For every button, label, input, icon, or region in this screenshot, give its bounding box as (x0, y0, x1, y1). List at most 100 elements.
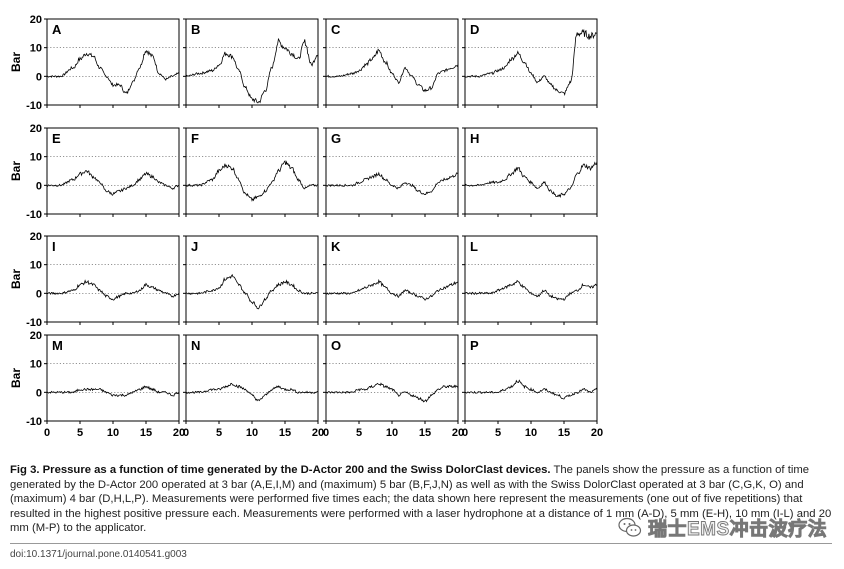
signal-trace (464, 28, 598, 97)
panel-frame (46, 127, 180, 215)
panel-c: C (323, 18, 459, 108)
y-tick-label: -10 (26, 100, 42, 112)
y-axis-label: Bar (9, 269, 23, 289)
signal-trace (325, 278, 459, 301)
x-tick-label: 5 (356, 427, 362, 439)
panel-frame (325, 127, 459, 215)
panel-letter: P (470, 338, 479, 353)
panel-frame (46, 18, 180, 106)
panel-g: G (323, 127, 459, 217)
panel-b: B (183, 18, 319, 108)
x-tick-label: 0 (44, 427, 50, 439)
y-tick-label: 0 (36, 288, 42, 300)
panel-letter: C (331, 22, 341, 37)
y-tick-label: 20 (30, 330, 42, 342)
panel-k: K (323, 235, 459, 325)
panel-frame (46, 334, 180, 422)
panel-letter: J (191, 239, 198, 254)
panel-frame (185, 334, 319, 422)
x-tick-label: 5 (216, 427, 222, 439)
x-tick-label: 5 (77, 427, 83, 439)
y-axis-label: Bar (9, 52, 23, 72)
signal-trace (185, 37, 319, 104)
panel-e: E 20 10 0 -10 Bar (9, 123, 180, 221)
signal-trace (185, 160, 319, 202)
y-tick-label: 10 (30, 43, 42, 55)
doi-text: doi:10.1371/journal.pone.0140541.g003 (10, 549, 187, 560)
signal-trace (46, 279, 180, 301)
x-tick-label: 20 (312, 427, 324, 439)
signal-trace (185, 273, 319, 310)
x-tick-label: 0 (323, 427, 329, 439)
figure-caption: Fig 3. Pressure as a function of time ge… (10, 463, 832, 536)
panel-letter: O (331, 338, 341, 353)
signal-trace (464, 161, 598, 198)
panel-i: I 20 10 0 -10 Bar (9, 231, 180, 329)
panel-frame (185, 235, 319, 323)
watermark: 瑞士EMS冲击波疗法 (618, 514, 827, 541)
signal-trace (325, 382, 459, 403)
signal-trace (46, 169, 180, 196)
x-tick-label: 20 (173, 427, 185, 439)
caption-divider (10, 543, 832, 544)
signal-trace (46, 50, 180, 95)
panel-l: L (462, 235, 598, 325)
panel-letter: E (52, 131, 61, 146)
caption-text: The panels show the pressure as a functi… (10, 464, 832, 535)
x-tick-label: 10 (386, 427, 398, 439)
panel-frame (464, 235, 598, 323)
panel-letter: B (191, 22, 200, 37)
y-tick-label: 20 (30, 14, 42, 26)
panel-frame (46, 235, 180, 323)
x-tick-label: 0 (183, 427, 189, 439)
panel-p: P 0 5 10 15 20 µs (462, 334, 603, 445)
y-tick-label: 0 (36, 71, 42, 83)
x-tick-label: 20 (452, 427, 464, 439)
signal-trace (325, 171, 459, 196)
x-tick-label: 15 (558, 427, 570, 439)
panel-letter: H (470, 131, 479, 146)
panel-h: H (462, 127, 598, 217)
panel-letter: G (331, 131, 341, 146)
panel-letter: F (191, 131, 199, 146)
y-axis-label: Bar (9, 368, 23, 388)
x-tick-label: 10 (246, 427, 258, 439)
panel-letter: L (470, 239, 478, 254)
panel-frame (185, 18, 319, 106)
y-tick-label: 10 (30, 260, 42, 272)
panel-letter: I (52, 239, 56, 254)
panel-o: O 0 5 10 15 20 µs (323, 334, 464, 445)
x-tick-label: 15 (140, 427, 152, 439)
x-axis-label: µs (524, 441, 538, 445)
x-tick-label: 10 (525, 427, 537, 439)
signal-trace (326, 48, 459, 93)
panel-frame (464, 334, 598, 422)
panel-frame (325, 18, 459, 106)
y-tick-label: 10 (30, 359, 42, 371)
panel-letter: K (331, 239, 341, 254)
y-tick-label: 20 (30, 123, 42, 135)
y-tick-label: 20 (30, 231, 42, 243)
panel-f: F (183, 127, 319, 217)
x-tick-label: 5 (495, 427, 501, 439)
panel-frame (464, 127, 598, 215)
x-tick-label: 0 (462, 427, 468, 439)
x-tick-label: 15 (419, 427, 431, 439)
y-tick-label: -10 (26, 416, 42, 428)
panel-letter: A (52, 22, 62, 37)
y-tick-label: 0 (36, 387, 42, 399)
y-tick-label: -10 (26, 317, 42, 329)
panel-d: D (462, 18, 598, 108)
figure-grid: A 20 10 0 -10 Bar B C D E 20 10 0 -10 Bar F G H I 20 10 0 -10 B… (9, 14, 603, 445)
signal-trace (185, 382, 319, 402)
signal-trace (464, 279, 598, 301)
panel-letter: D (470, 22, 479, 37)
panel-letter: N (191, 338, 200, 353)
x-tick-label: 15 (279, 427, 291, 439)
wechat-icon (618, 517, 642, 537)
signal-trace (46, 385, 180, 397)
x-axis-label: µs (245, 441, 259, 445)
panel-j: J (183, 235, 319, 325)
